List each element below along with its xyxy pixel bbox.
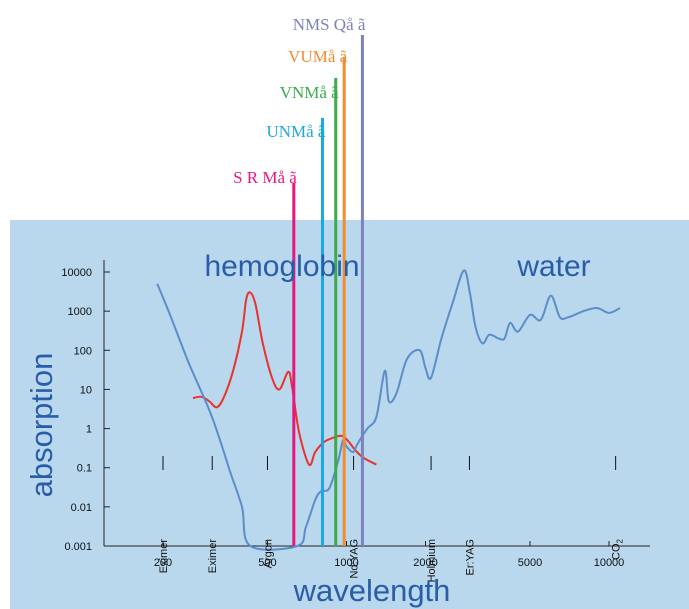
laser-band-label: CO2 [611,538,625,560]
marker-label: S R Må ã [233,168,297,187]
x-tick-label: 10000 [594,557,625,569]
laser-band-label: Argon [262,539,274,568]
marker-label: NMS Qå ã [293,15,366,34]
x-tick-label: 1000 [334,557,358,569]
y-tick-label: 0.1 [77,463,92,475]
marker-label: VUMå ã [288,47,347,66]
laser-band-name: CO [611,543,623,560]
series-line-water [156,269,621,551]
y-tick-label: 0.01 [71,502,92,514]
annotation-water: water [516,250,590,283]
y-tick-label: 0.001 [64,541,92,553]
y-tick-label: 1000 [68,306,92,318]
laser-band-name: Eximer [207,539,219,574]
laser-band-label: Eximer [207,539,219,574]
y-tick-label: 10 [80,384,92,396]
x-tick-label: 200 [154,557,172,569]
y-tick-label: 1 [86,424,92,436]
y-axis-label: absorption [24,353,59,498]
marker-label: VNMå ã [280,83,339,102]
laser-bands: Eximer Eximer Argon Nd:YAG Holmium Er:YAG CO2 [158,456,625,582]
laser-band-name: Holmium [426,539,438,582]
laser-band-name: Eximer [158,539,170,574]
x-tick-label: 500 [258,557,276,569]
laser-band-subscript: 2 [616,538,625,543]
laser-band-label: Eximer [158,539,170,574]
x-axis-label: wavelength [293,573,451,608]
laser-band-name: Nd:YAG [349,539,361,579]
laser-band-name: Argon [262,539,274,568]
plot-background [10,220,689,609]
y-tick-label: 100 [74,345,92,357]
laser-band-label: Nd:YAG [349,539,361,579]
laser-band-name: Er:YAG [464,539,476,575]
curves [156,269,621,551]
wavelength-markers: S R Må ã UNMå ã VNMå ã VUMå ã NMS Qå ã [233,15,366,546]
series-line-hemoglobin [192,291,377,467]
annotation-hemoglobin: hemoglobin [204,250,359,283]
x-tick-label: 2000 [413,557,437,569]
axes: 0.001 0.01 0.1 1 10 100 1000 10000 200 500 1000 200… [61,260,650,569]
laser-band-label: Holmium [426,539,438,582]
laser-band-label: Er:YAG [464,539,476,575]
x-tick-label: 5000 [518,557,542,569]
y-tick-label: 10000 [61,267,92,279]
marker-label: UNMå ã [266,122,325,141]
